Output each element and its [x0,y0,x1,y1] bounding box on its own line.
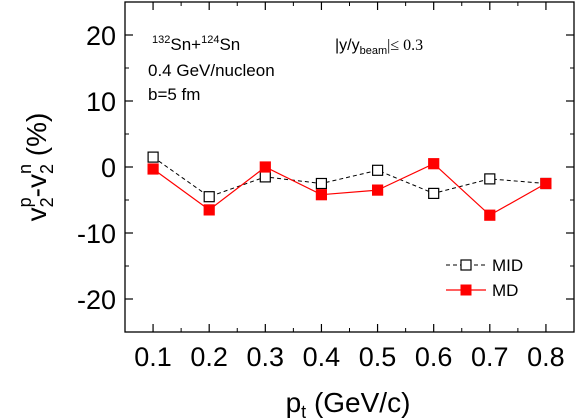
x-axis-title: pt (GeV/c) [286,387,411,418]
data-point-md [428,158,440,170]
data-point-mid [147,151,159,163]
energy-annotation: 0.4 GeV/nucleon [148,61,275,80]
x-tick-label: 0.7 [471,342,509,372]
data-point-md [147,163,159,175]
rapidity-annotation: |y/ybeam|≤ 0.3 [335,37,423,57]
y-tick-label: -10 [77,219,116,249]
legend-entry-md: MD [446,281,518,300]
data-point-md [203,204,215,216]
legend: MID MD [446,256,523,300]
reaction-annotation: 132Sn+124Sn [152,34,240,54]
data-point-md [315,189,327,201]
data-point-mid [259,171,271,183]
y-axis-title: v2p-v2n (%) [15,113,57,222]
data-point-md [372,184,384,196]
data-point-md [259,161,271,173]
data-point-mid [315,177,327,190]
impact-parameter-annotation: b=5 fm [148,85,200,104]
legend-md-marker [460,284,472,296]
y-tick-label: 10 [86,87,116,117]
series-line-mid [152,156,546,198]
legend-entry-mid: MID [446,256,523,275]
y-tick-label: 20 [86,21,116,51]
y-tick-label: -20 [77,285,116,315]
data-point-mid [372,164,384,176]
data-point-mid [428,187,440,199]
legend-mid-marker [460,259,472,271]
x-tick-label: 0.1 [134,342,172,372]
x-axis-ticks: 0.1 0.2 0.3 0.4 0.5 0.6 0.7 0.8 [134,2,565,372]
legend-mid-label: MID [492,256,523,275]
x-tick-label: 0.4 [303,342,341,372]
series-layer [147,151,552,221]
data-point-mid [203,191,215,203]
y-tick-label: 0 [101,153,116,183]
y-axis-ticks: 20 10 0 -10 -20 [77,1,574,333]
series-line-md [152,162,547,216]
x-tick-label: 0.2 [190,342,228,372]
data-point-mid [484,173,496,185]
data-point-md [540,177,552,190]
legend-md-label: MD [492,281,518,300]
x-tick-label: 0.5 [359,342,397,372]
x-tick-label: 0.6 [415,342,453,372]
data-point-md [484,209,496,221]
x-tick-label: 0.3 [247,342,285,372]
x-tick-label: 0.8 [527,342,565,372]
